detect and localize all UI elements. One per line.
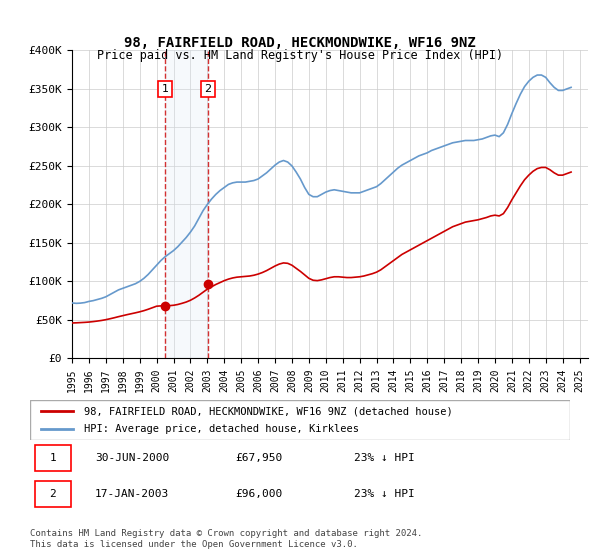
Text: 2: 2 <box>49 489 56 499</box>
Text: £96,000: £96,000 <box>235 489 283 499</box>
Text: 1: 1 <box>49 453 56 463</box>
Text: 2: 2 <box>205 84 212 94</box>
Text: £67,950: £67,950 <box>235 453 283 463</box>
Bar <box>165 50 208 358</box>
Text: 98, FAIRFIELD ROAD, HECKMONDWIKE, WF16 9NZ (detached house): 98, FAIRFIELD ROAD, HECKMONDWIKE, WF16 9… <box>84 407 453 417</box>
Text: 23% ↓ HPI: 23% ↓ HPI <box>354 453 415 463</box>
FancyBboxPatch shape <box>30 400 570 440</box>
Text: HPI: Average price, detached house, Kirklees: HPI: Average price, detached house, Kirk… <box>84 423 359 433</box>
Text: Contains HM Land Registry data © Crown copyright and database right 2024.
This d: Contains HM Land Registry data © Crown c… <box>30 529 422 549</box>
Text: 30-JUN-2000: 30-JUN-2000 <box>95 453 169 463</box>
Text: Price paid vs. HM Land Registry's House Price Index (HPI): Price paid vs. HM Land Registry's House … <box>97 49 503 62</box>
Text: 17-JAN-2003: 17-JAN-2003 <box>95 489 169 499</box>
Text: 23% ↓ HPI: 23% ↓ HPI <box>354 489 415 499</box>
FancyBboxPatch shape <box>35 445 71 471</box>
FancyBboxPatch shape <box>35 481 71 507</box>
Text: 98, FAIRFIELD ROAD, HECKMONDWIKE, WF16 9NZ: 98, FAIRFIELD ROAD, HECKMONDWIKE, WF16 9… <box>124 36 476 50</box>
Text: 1: 1 <box>161 84 169 94</box>
